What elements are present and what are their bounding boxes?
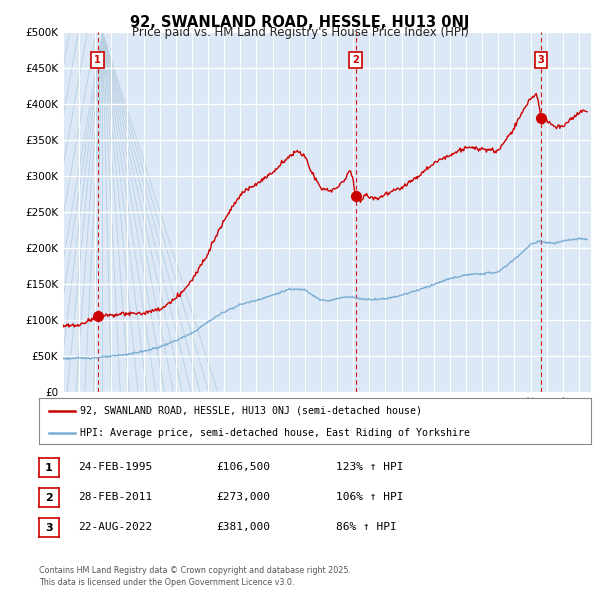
Text: 2: 2 [352, 55, 359, 65]
Text: 2: 2 [45, 493, 53, 503]
Text: 24-FEB-1995: 24-FEB-1995 [78, 463, 152, 472]
Text: £381,000: £381,000 [216, 523, 270, 532]
Text: 28-FEB-2011: 28-FEB-2011 [78, 493, 152, 502]
Text: 3: 3 [538, 55, 544, 65]
Text: 1: 1 [94, 55, 101, 65]
Text: 123% ↑ HPI: 123% ↑ HPI [336, 463, 404, 472]
Text: 3: 3 [45, 523, 53, 533]
Text: HPI: Average price, semi-detached house, East Riding of Yorkshire: HPI: Average price, semi-detached house,… [80, 428, 470, 438]
Text: £273,000: £273,000 [216, 493, 270, 502]
Text: 106% ↑ HPI: 106% ↑ HPI [336, 493, 404, 502]
Text: 92, SWANLAND ROAD, HESSLE, HU13 0NJ (semi-detached house): 92, SWANLAND ROAD, HESSLE, HU13 0NJ (sem… [80, 406, 422, 416]
Text: 86% ↑ HPI: 86% ↑ HPI [336, 523, 397, 532]
Text: Contains HM Land Registry data © Crown copyright and database right 2025.
This d: Contains HM Land Registry data © Crown c… [39, 566, 351, 587]
Text: 92, SWANLAND ROAD, HESSLE, HU13 0NJ: 92, SWANLAND ROAD, HESSLE, HU13 0NJ [130, 15, 470, 30]
Text: Price paid vs. HM Land Registry's House Price Index (HPI): Price paid vs. HM Land Registry's House … [131, 26, 469, 39]
Text: 1: 1 [45, 463, 53, 473]
Text: £106,500: £106,500 [216, 463, 270, 472]
Text: 22-AUG-2022: 22-AUG-2022 [78, 523, 152, 532]
